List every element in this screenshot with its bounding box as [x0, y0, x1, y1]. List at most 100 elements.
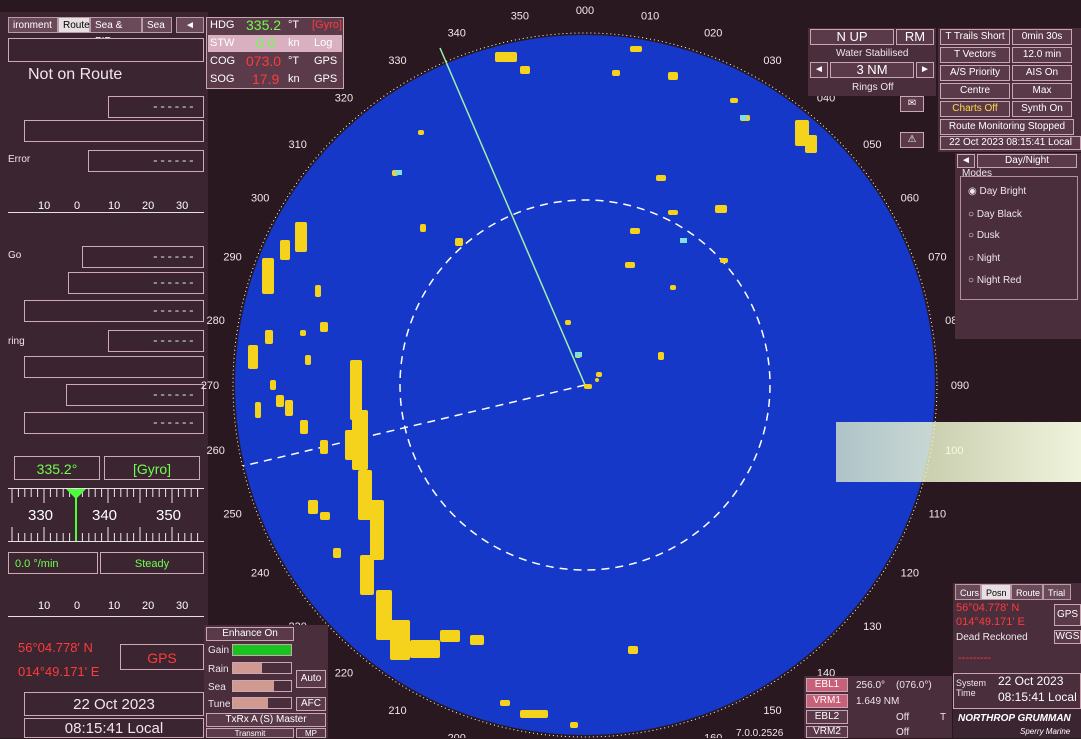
bearing-label-070: 070 — [928, 252, 946, 264]
ais-target[interactable] — [575, 352, 582, 357]
bearing-label-310: 310 — [289, 139, 307, 151]
radar-echo — [255, 402, 261, 418]
charts-off-button[interactable]: Charts Off — [940, 101, 1010, 117]
cog-unit: °T — [288, 55, 300, 67]
centre-button[interactable]: Centre — [940, 83, 1010, 99]
ais-target[interactable] — [680, 238, 687, 243]
vrm1-button[interactable]: VRM1 — [806, 694, 848, 708]
rain-bar[interactable] — [232, 662, 292, 674]
afc-button[interactable]: AFC — [296, 697, 326, 711]
tab-curs[interactable]: Curs — [955, 584, 981, 600]
tab-environment[interactable]: ironment — [8, 17, 58, 33]
bearing-label-290: 290 — [223, 252, 241, 264]
radar-echo — [500, 700, 510, 706]
sea-fill — [233, 681, 274, 691]
radar-echo — [410, 640, 440, 658]
bearing-label-160: 160 — [704, 732, 722, 738]
rot-scale-label-1: 10 — [38, 600, 51, 612]
radar-echo — [668, 72, 678, 80]
daynight-back-button[interactable]: ◄ — [957, 154, 975, 168]
ebl2-value: Off — [896, 712, 910, 723]
t-vectors-button[interactable]: T Vectors — [940, 47, 1010, 63]
bearing-label-130: 130 — [863, 621, 881, 633]
ebl1-button[interactable]: EBL1 — [806, 678, 848, 692]
tab-sea[interactable]: Sea — [142, 17, 172, 33]
sog-value: 17.9 — [252, 71, 280, 87]
gain-bar[interactable] — [232, 644, 292, 656]
t-trails-button[interactable]: T Trails Short — [940, 29, 1010, 45]
bearing-label: ring — [8, 336, 25, 347]
hdg-value: 335.2 — [246, 17, 282, 33]
synth-on-button[interactable]: Synth On — [1012, 101, 1072, 117]
ais-target[interactable] — [395, 170, 402, 175]
ais-priority-button[interactable]: A/S Priority — [940, 65, 1010, 81]
bearing-label-120: 120 — [901, 568, 919, 580]
radio-icon: ○ — [968, 209, 975, 220]
ais-on-button[interactable]: AIS On — [1012, 65, 1072, 81]
tab-posn[interactable]: Posn — [981, 584, 1011, 600]
radar-echo — [630, 228, 640, 234]
vrm2-button[interactable]: VRM2 — [806, 726, 848, 738]
mp-button[interactable]: MP — [296, 728, 326, 738]
go-field-3: ------ — [24, 300, 204, 322]
max-button[interactable]: Max — [1012, 83, 1072, 99]
radar-echo — [360, 555, 374, 595]
cog-value: 073.0 — [246, 53, 282, 69]
radar-echo — [276, 395, 284, 407]
wgs-label: WGS — [1054, 630, 1081, 644]
mode-night-red[interactable]: ○ Night Red — [968, 275, 1021, 286]
rm-button[interactable]: RM — [896, 29, 934, 45]
range-up-button[interactable]: ► — [916, 62, 934, 78]
radar-echo — [308, 500, 318, 514]
mode-day-black-label: Day Black — [976, 209, 1022, 220]
extra-field-1 — [24, 356, 204, 378]
tab-trial[interactable]: Trial — [1043, 584, 1071, 600]
hdg-unit: °T — [288, 19, 300, 31]
brand-logo: NORTHROP GRUMMAN — [958, 713, 1071, 724]
range-down-button[interactable]: ◄ — [810, 62, 828, 78]
tab-route[interactable]: Route — [58, 17, 90, 33]
gain-label: Gain — [208, 645, 230, 656]
radar-echo — [333, 548, 341, 558]
tab-route-pos[interactable]: Route — [1011, 584, 1043, 600]
xte-scale-label-5: 30 — [176, 200, 189, 212]
pos-dashes: --------- — [958, 652, 991, 664]
rot-scale-label-4: 20 — [142, 600, 155, 612]
mode-dusk[interactable]: ○ Dusk — [968, 230, 1000, 241]
enhance-button[interactable]: Enhance On — [206, 627, 294, 641]
screen-glare — [836, 422, 1081, 482]
radio-selected-icon: ◉ — [968, 186, 977, 197]
route-name-field[interactable] — [8, 38, 204, 62]
bearing-label-330: 330 — [388, 55, 406, 67]
auto-button[interactable]: Auto — [296, 670, 326, 688]
tune-label: Tune — [208, 699, 231, 710]
xte-scale-label-1: 10 — [38, 200, 51, 212]
radar-echo — [418, 130, 424, 135]
own-lat: 56°04.778' N — [18, 640, 93, 655]
heading-source: [Gyro] — [104, 456, 200, 480]
bearing-label-320: 320 — [335, 93, 353, 105]
compass-label-330: 330 — [28, 507, 54, 524]
hdg-label: HDG — [210, 19, 235, 31]
tune-bar[interactable] — [232, 697, 292, 709]
message-icon[interactable]: ✉ — [900, 96, 924, 112]
mode-day-black[interactable]: ○ Day Black — [968, 209, 1022, 220]
sea-bar[interactable] — [232, 680, 292, 692]
ais-target[interactable] — [740, 115, 747, 120]
txrx-master[interactable]: TxRx A (S) Master — [206, 713, 326, 727]
xte-scale-label-3: 10 — [108, 200, 121, 212]
alarm-icon[interactable]: ⚠ — [900, 132, 924, 148]
bearing-label-010: 010 — [641, 11, 659, 23]
sea-label: Sea — [208, 682, 226, 693]
ebl2-button[interactable]: EBL2 — [806, 710, 848, 724]
mode-night[interactable]: ○ Night — [968, 253, 1000, 264]
bearing-label-150: 150 — [763, 705, 781, 717]
rot-value: 0.0 °/min — [8, 552, 98, 574]
hdg-src: [Gyro] — [312, 19, 342, 31]
go-label: Go — [8, 250, 22, 261]
n-up-button[interactable]: N UP — [810, 29, 894, 45]
ebl1-value: 256.0° — [856, 680, 886, 691]
transmit-button[interactable]: Transmit — [206, 728, 294, 738]
mode-day-bright[interactable]: ◉ Day Bright — [968, 186, 1026, 197]
